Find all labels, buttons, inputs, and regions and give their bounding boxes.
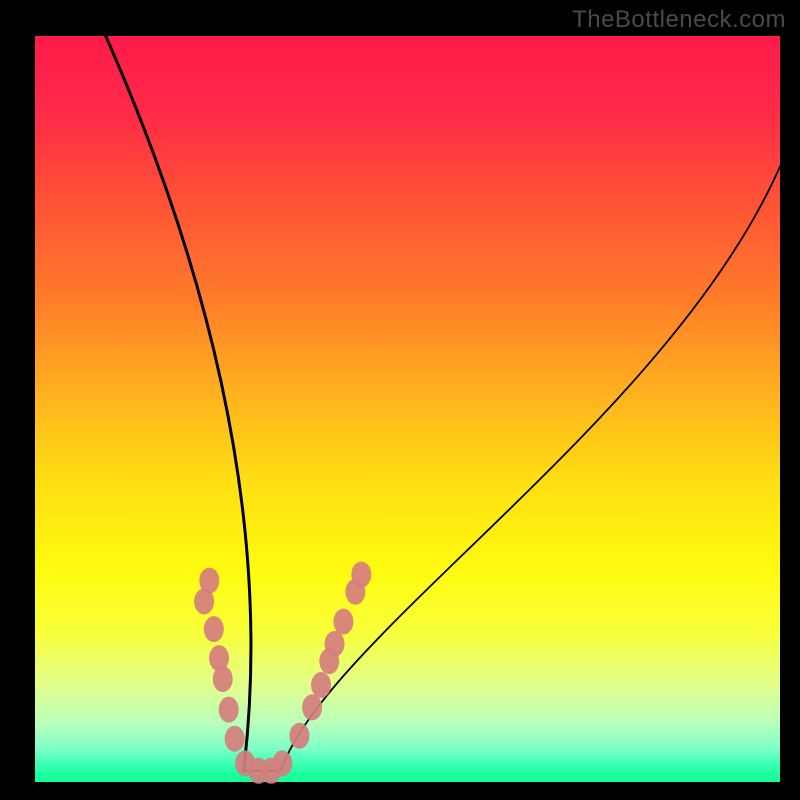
data-marker	[194, 588, 214, 614]
data-marker	[333, 609, 353, 635]
data-marker	[351, 562, 371, 588]
data-marker	[261, 758, 281, 784]
data-marker	[324, 631, 344, 657]
v-curve-right	[281, 167, 780, 771]
data-marker	[225, 726, 245, 752]
data-marker	[311, 672, 331, 698]
data-marker	[302, 694, 322, 720]
chart-stage: TheBottleneck.com	[0, 0, 800, 800]
watermark-text: TheBottleneck.com	[572, 6, 786, 34]
plot-area	[35, 36, 780, 782]
data-marker	[213, 666, 233, 692]
marker-group	[194, 562, 371, 784]
curve-layer	[35, 36, 780, 782]
data-marker	[219, 697, 239, 723]
data-marker	[289, 723, 309, 749]
v-curve-left	[106, 36, 251, 771]
data-marker	[204, 616, 224, 642]
